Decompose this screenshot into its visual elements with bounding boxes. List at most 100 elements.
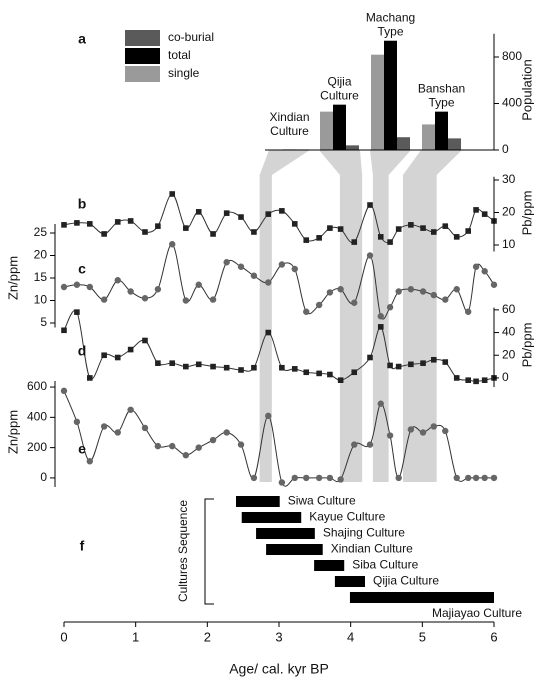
data-point [73,281,81,288]
data-point [315,474,323,482]
legend-label: total [168,48,191,62]
panel-label: b [78,196,87,212]
data-point [209,436,217,444]
data-point [183,225,189,231]
culture-bar [241,512,302,523]
y-tick-label: 15 [34,270,48,284]
data-point [169,360,176,366]
data-point [395,363,402,370]
data-point [442,223,449,229]
data-point [395,474,402,482]
data-point [337,476,344,483]
highlight-band [319,150,363,482]
data-point [291,221,298,227]
category-label: Xindian Culture [269,110,309,138]
data-point [407,426,415,433]
culture-label: Shajing Culture [323,526,405,540]
y-tick-label: 20 [502,205,516,219]
data-point [303,474,310,482]
data-point [182,297,190,304]
data-point [419,288,427,295]
bar [384,40,397,150]
data-point [419,429,427,436]
data-point [142,337,148,344]
x-tick-label: 5 [419,629,426,644]
data-point [238,367,244,373]
data-point [60,387,68,395]
data-point [387,239,393,245]
data-point [490,474,498,482]
data-point [337,286,344,293]
y-tick-label: 5 [40,315,47,329]
culture-bar [266,544,323,555]
data-point [490,281,498,288]
data-point [127,406,134,413]
data-point [278,479,286,486]
data-point [237,263,245,270]
data-point [250,272,258,279]
culture-label: Qijia Culture [373,574,439,588]
data-point [386,432,394,439]
category-label-line: Machang [366,11,415,25]
data-point [316,370,322,377]
data-point [395,288,402,295]
data-point [303,308,310,315]
x-tick-label: 6 [490,629,497,644]
y-tick-label: 400 [27,410,47,424]
bar [435,111,448,150]
data-point [326,289,334,296]
data-point [251,364,257,371]
category-label-line: Culture [270,124,309,138]
data-point [155,360,161,366]
data-point [453,286,460,293]
bracket [204,498,214,605]
data-point [210,363,216,370]
data-point [303,369,310,376]
data-point [142,229,148,235]
data-point [238,214,244,220]
data-point [453,375,460,381]
culture-bar [236,496,280,507]
data-point [279,364,285,371]
culture-bar [314,560,345,571]
x-axis-label: Age/ cal. kyr BP [229,661,329,677]
data-point [366,441,374,448]
y-tick-label: 0 [502,370,509,384]
y-tick-label: 25 [34,225,48,239]
category-label-line: Culture [320,89,359,103]
bar [371,54,384,150]
data-point [223,429,230,436]
y-tick-label: 10 [502,237,516,251]
data-point [195,444,202,451]
data-point [377,313,384,320]
legend-swatch [125,30,160,46]
data-point [367,354,373,361]
data-point [100,296,108,303]
data-point [209,296,217,303]
data-point [195,209,202,215]
legend-swatch [125,66,160,82]
data-point [351,441,358,448]
data-point [114,277,121,284]
data-point [337,226,344,232]
data-point [326,474,334,482]
data-point [408,361,414,368]
culture-bar [349,592,494,603]
data-point [327,371,333,378]
data-point [101,352,107,359]
data-point [303,237,310,243]
data-point [377,234,384,240]
data-point [430,291,437,299]
data-point [481,474,488,482]
data-point [195,361,202,368]
data-point [481,268,488,275]
data-point [408,222,414,228]
y-tick-label: 200 [27,440,47,454]
data-point [265,279,272,286]
data-point [169,191,176,197]
legend-label: single [168,66,200,80]
data-point [127,218,134,224]
x-tick-label: 2 [204,629,211,644]
culture-bar [334,576,365,587]
data-point [351,299,358,306]
